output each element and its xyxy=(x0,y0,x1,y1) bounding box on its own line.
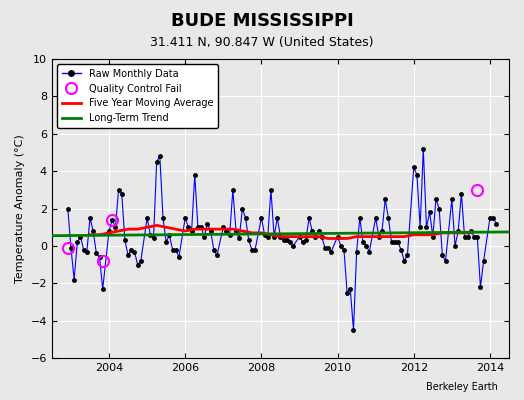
Line: Five Year Moving Average: Five Year Moving Average xyxy=(90,225,471,238)
Five Year Moving Average xyxy=(277,234,283,239)
Five Year Moving Average xyxy=(354,234,360,239)
Line: Raw Monthly Data: Raw Monthly Data xyxy=(66,147,498,332)
Five Year Moving Average xyxy=(439,230,445,235)
Five Year Moving Average xyxy=(87,232,93,237)
Five Year Moving Average xyxy=(154,223,160,228)
Raw Monthly Data xyxy=(471,234,477,239)
Five Year Moving Average xyxy=(211,227,217,232)
Five Year Moving Average xyxy=(115,229,122,234)
Five Year Moving Average xyxy=(401,234,407,239)
Text: BUDE MISSISSIPPI: BUDE MISSISSIPPI xyxy=(171,12,353,30)
Five Year Moving Average xyxy=(258,230,265,235)
Five Year Moving Average xyxy=(325,236,331,241)
Raw Monthly Data xyxy=(351,328,357,332)
Five Year Moving Average xyxy=(391,234,398,239)
Five Year Moving Average xyxy=(106,230,112,235)
Five Year Moving Average xyxy=(373,234,379,239)
Five Year Moving Average xyxy=(163,225,169,230)
Five Year Moving Average xyxy=(363,234,369,239)
Five Year Moving Average xyxy=(449,230,455,235)
Raw Monthly Data xyxy=(493,221,499,226)
Five Year Moving Average xyxy=(220,227,226,232)
Text: 31.411 N, 90.847 W (United States): 31.411 N, 90.847 W (United States) xyxy=(150,36,374,49)
Five Year Moving Average xyxy=(135,227,141,232)
Five Year Moving Average xyxy=(172,227,179,232)
Five Year Moving Average xyxy=(182,229,188,234)
Five Year Moving Average xyxy=(411,232,417,237)
Five Year Moving Average xyxy=(230,227,236,232)
Five Year Moving Average xyxy=(268,232,274,237)
Raw Monthly Data xyxy=(328,249,334,254)
Raw Monthly Data xyxy=(172,247,179,252)
Five Year Moving Average xyxy=(382,234,388,239)
Five Year Moving Average xyxy=(468,230,474,235)
Raw Monthly Data xyxy=(420,146,427,151)
Five Year Moving Average xyxy=(96,232,103,237)
Five Year Moving Average xyxy=(239,229,246,234)
Five Year Moving Average xyxy=(344,236,350,241)
Raw Monthly Data xyxy=(64,206,71,211)
Five Year Moving Average xyxy=(192,227,198,232)
Five Year Moving Average xyxy=(125,227,131,232)
Five Year Moving Average xyxy=(306,234,312,239)
Five Year Moving Average xyxy=(249,230,255,235)
Raw Monthly Data xyxy=(439,253,445,258)
Five Year Moving Average xyxy=(287,234,293,239)
Raw Monthly Data xyxy=(163,240,169,245)
Five Year Moving Average xyxy=(297,234,303,239)
Five Year Moving Average xyxy=(144,225,150,230)
Five Year Moving Average xyxy=(201,227,208,232)
Raw Monthly Data xyxy=(430,234,436,239)
Y-axis label: Temperature Anomaly (°C): Temperature Anomaly (°C) xyxy=(15,134,25,283)
Five Year Moving Average xyxy=(430,232,436,237)
Text: Berkeley Earth: Berkeley Earth xyxy=(426,382,498,392)
Five Year Moving Average xyxy=(315,234,322,239)
Five Year Moving Average xyxy=(420,232,427,237)
Five Year Moving Average xyxy=(334,236,341,241)
Five Year Moving Average xyxy=(458,230,465,235)
Legend: Raw Monthly Data, Quality Control Fail, Five Year Moving Average, Long-Term Tren: Raw Monthly Data, Quality Control Fail, … xyxy=(57,64,218,128)
